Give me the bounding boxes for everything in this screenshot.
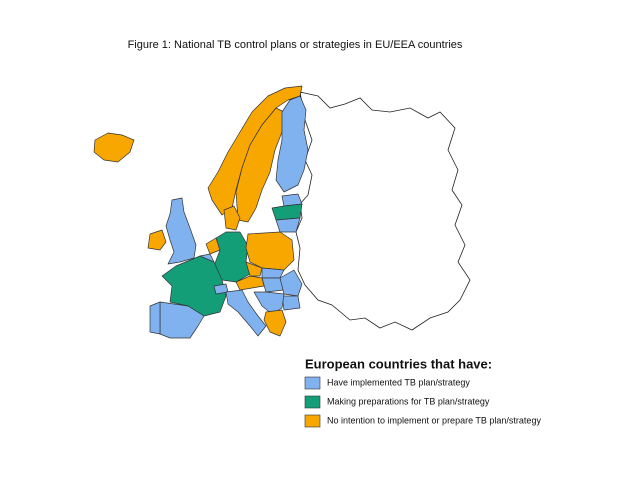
legend-swatch (304, 414, 321, 428)
figure-title: Figure 1: National TB control plans or s… (128, 39, 463, 51)
map (93, 85, 471, 339)
latvia (271, 203, 303, 221)
russia (295, 91, 471, 331)
bulgaria (281, 295, 301, 311)
legend-swatch (304, 376, 321, 390)
czech-republic (245, 261, 263, 277)
legend-label: Have implemented TB plan/strategy (327, 377, 470, 387)
legend: European countries that have: Have imple… (304, 356, 541, 428)
poland (245, 231, 295, 271)
spain (159, 301, 205, 339)
finland (275, 95, 309, 193)
legend-label: Making preparations for TB plan/strategy (327, 396, 490, 406)
greece (263, 309, 287, 337)
sweden (235, 107, 285, 223)
iceland (93, 132, 135, 163)
slovakia (261, 267, 285, 279)
legend-label: No intention to implement or prepare TB … (327, 415, 541, 425)
legend-swatch (304, 395, 321, 409)
italy (225, 289, 267, 337)
legend-title: European countries that have: (305, 356, 492, 371)
lithuania (275, 217, 301, 233)
portugal (149, 301, 161, 335)
balkans (253, 291, 285, 315)
ireland (147, 229, 167, 251)
france (161, 255, 227, 317)
romania (279, 269, 303, 297)
denmark (223, 205, 241, 231)
united-kingdom (165, 197, 197, 265)
